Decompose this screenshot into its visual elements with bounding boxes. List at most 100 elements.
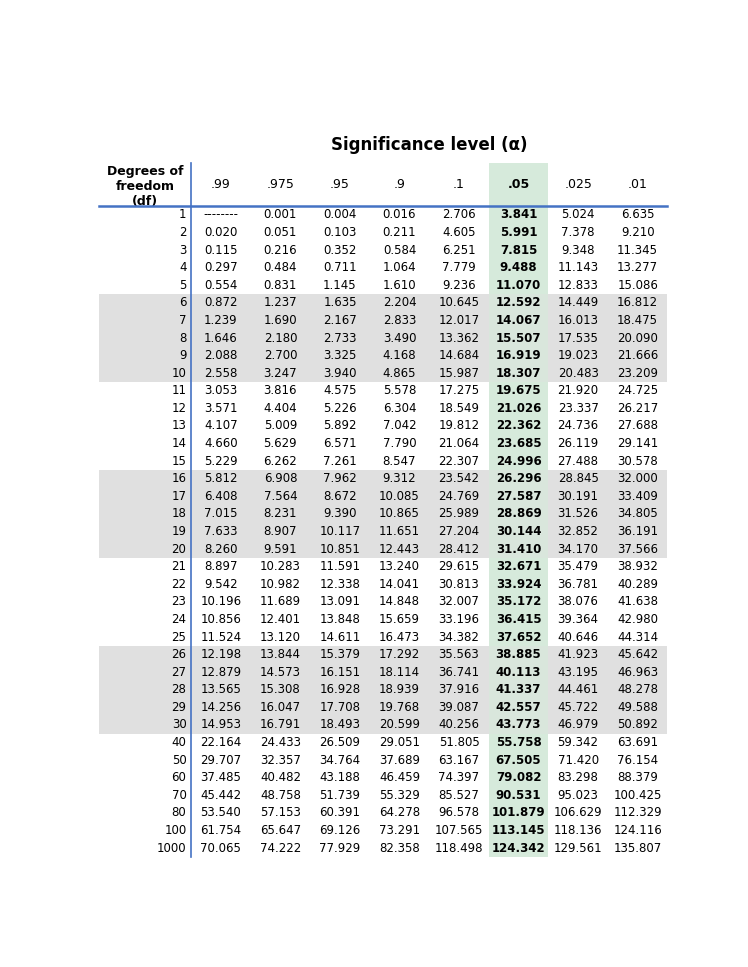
Text: 11.070: 11.070: [496, 278, 542, 292]
Text: 28.412: 28.412: [438, 542, 479, 556]
Text: 5.629: 5.629: [263, 437, 297, 450]
Text: 20: 20: [171, 542, 186, 556]
Text: 4: 4: [179, 261, 186, 275]
Text: 27.688: 27.688: [617, 420, 658, 432]
Text: 37.485: 37.485: [200, 772, 242, 784]
Text: 43.188: 43.188: [319, 772, 361, 784]
Text: 37.689: 37.689: [379, 753, 420, 767]
Text: 43.195: 43.195: [557, 665, 598, 679]
Text: 10.645: 10.645: [438, 296, 479, 309]
Text: 4.865: 4.865: [383, 366, 416, 380]
Text: 7.015: 7.015: [204, 508, 238, 520]
Text: 0.211: 0.211: [383, 226, 417, 239]
Text: 17.275: 17.275: [438, 384, 479, 397]
Text: 16.151: 16.151: [319, 665, 361, 679]
Text: 53.540: 53.540: [200, 806, 242, 819]
Text: 2.700: 2.700: [263, 349, 297, 362]
Text: 9.312: 9.312: [383, 472, 417, 485]
Text: 0.216: 0.216: [263, 244, 297, 256]
Text: 19.768: 19.768: [379, 701, 420, 714]
Text: 26.509: 26.509: [319, 736, 361, 749]
Text: 9.390: 9.390: [323, 508, 357, 520]
Text: 10: 10: [171, 366, 186, 380]
Text: 34.170: 34.170: [557, 542, 598, 556]
Text: 8: 8: [179, 332, 186, 344]
Text: 77.929: 77.929: [319, 841, 361, 855]
Text: 13.848: 13.848: [319, 613, 361, 626]
Text: 14.684: 14.684: [438, 349, 479, 362]
Text: 12.198: 12.198: [200, 648, 242, 661]
Text: .01: .01: [628, 178, 648, 191]
Text: 23.209: 23.209: [617, 366, 658, 380]
Text: 9.591: 9.591: [263, 542, 297, 556]
Text: 106.629: 106.629: [554, 806, 602, 819]
Text: 79.082: 79.082: [496, 772, 542, 784]
Text: 7: 7: [179, 314, 186, 327]
Text: 6: 6: [179, 296, 186, 309]
Text: 46.979: 46.979: [557, 718, 598, 731]
Text: 6.908: 6.908: [263, 472, 297, 485]
Text: 28.845: 28.845: [558, 472, 598, 485]
Text: 14: 14: [171, 437, 186, 450]
Text: 12.443: 12.443: [379, 542, 420, 556]
Text: 27.587: 27.587: [496, 490, 542, 503]
Text: 23.685: 23.685: [496, 437, 542, 450]
Text: 3.490: 3.490: [383, 332, 416, 344]
Text: 17: 17: [171, 490, 186, 503]
Text: 0.051: 0.051: [264, 226, 297, 239]
Text: 29.141: 29.141: [617, 437, 658, 450]
Text: 14.067: 14.067: [496, 314, 542, 327]
Text: 40.646: 40.646: [557, 630, 598, 644]
Text: 15.507: 15.507: [496, 332, 542, 344]
Text: 33.409: 33.409: [617, 490, 658, 503]
Text: 41.638: 41.638: [617, 596, 658, 608]
Text: 21.666: 21.666: [617, 349, 658, 362]
Bar: [488, 163, 548, 857]
Text: 14.256: 14.256: [200, 701, 242, 714]
Text: --------: --------: [203, 209, 239, 221]
Text: 12: 12: [171, 402, 186, 415]
Text: 82.358: 82.358: [379, 841, 420, 855]
Text: 9.236: 9.236: [442, 278, 476, 292]
Text: 28: 28: [171, 684, 186, 696]
Text: 14.611: 14.611: [319, 630, 361, 644]
Text: 29.051: 29.051: [379, 736, 420, 749]
Text: 10.085: 10.085: [379, 490, 420, 503]
Text: 16.928: 16.928: [319, 684, 361, 696]
Text: 45.442: 45.442: [200, 789, 242, 802]
Text: 30.144: 30.144: [496, 525, 542, 538]
Text: 13.565: 13.565: [200, 684, 242, 696]
Text: 90.531: 90.531: [496, 789, 542, 802]
Text: 21.920: 21.920: [557, 384, 598, 397]
Text: 96.578: 96.578: [438, 806, 479, 819]
Text: 107.565: 107.565: [435, 824, 483, 837]
Text: 2: 2: [179, 226, 186, 239]
Text: 13.362: 13.362: [438, 332, 479, 344]
Text: 12.401: 12.401: [260, 613, 301, 626]
Text: 34.805: 34.805: [617, 508, 658, 520]
Text: 0.831: 0.831: [264, 278, 297, 292]
Text: 19.675: 19.675: [496, 384, 542, 397]
Text: 55.758: 55.758: [496, 736, 542, 749]
Text: 100: 100: [165, 824, 186, 837]
Text: 11.591: 11.591: [319, 560, 361, 573]
Text: 4.660: 4.660: [204, 437, 238, 450]
Text: 4.575: 4.575: [323, 384, 357, 397]
Text: .05: .05: [507, 178, 530, 191]
Text: 74.222: 74.222: [260, 841, 301, 855]
Text: 35.172: 35.172: [496, 596, 542, 608]
Text: 10.283: 10.283: [260, 560, 301, 573]
Text: 42.557: 42.557: [496, 701, 542, 714]
Text: 23.337: 23.337: [558, 402, 598, 415]
Text: 9.542: 9.542: [204, 578, 238, 591]
Text: 0.554: 0.554: [204, 278, 238, 292]
Text: 24.996: 24.996: [496, 454, 542, 468]
Text: 36.781: 36.781: [557, 578, 598, 591]
Text: 4.168: 4.168: [383, 349, 417, 362]
Text: 44.461: 44.461: [557, 684, 598, 696]
Text: 18.549: 18.549: [438, 402, 479, 415]
Text: 38.885: 38.885: [496, 648, 542, 661]
Text: 0.352: 0.352: [323, 244, 357, 256]
Text: 12.879: 12.879: [200, 665, 242, 679]
Text: 32.007: 32.007: [438, 596, 479, 608]
